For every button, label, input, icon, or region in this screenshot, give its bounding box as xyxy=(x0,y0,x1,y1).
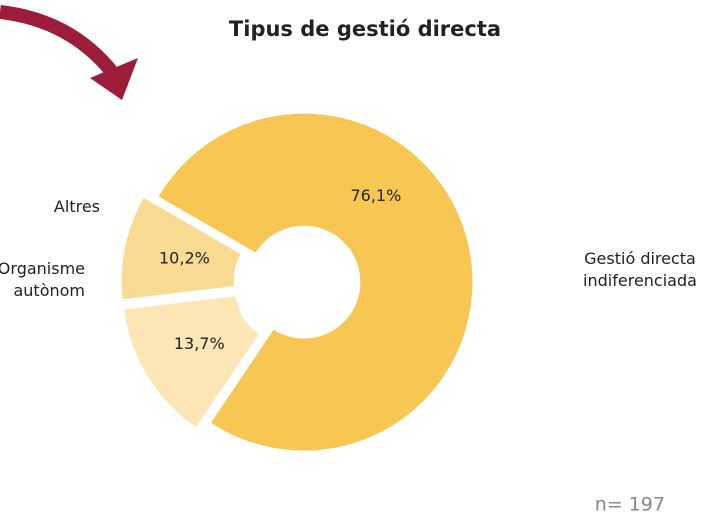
arrow xyxy=(0,5,118,77)
category-line: Organisme xyxy=(0,259,85,278)
note: n= 197 xyxy=(595,494,665,516)
slice xyxy=(118,193,245,303)
category-line: Gestió directa xyxy=(584,249,696,268)
value-label: 13,7% xyxy=(174,334,225,353)
category-line: indiferenciada xyxy=(583,271,697,290)
category-line: autònom xyxy=(13,281,85,300)
value-label: 76,1% xyxy=(350,186,401,205)
slice xyxy=(120,292,263,432)
chart-title: Tipus de gestió directa xyxy=(229,17,501,41)
category-label: Gestió directa indiferenciada xyxy=(583,249,697,290)
category-line: Altres xyxy=(54,197,100,216)
value-label: 10,2% xyxy=(159,249,210,268)
slice xyxy=(154,110,476,454)
arrow-head xyxy=(90,58,138,100)
category-label: Organisme autònom xyxy=(0,259,85,300)
category-label: Altres xyxy=(54,197,100,216)
